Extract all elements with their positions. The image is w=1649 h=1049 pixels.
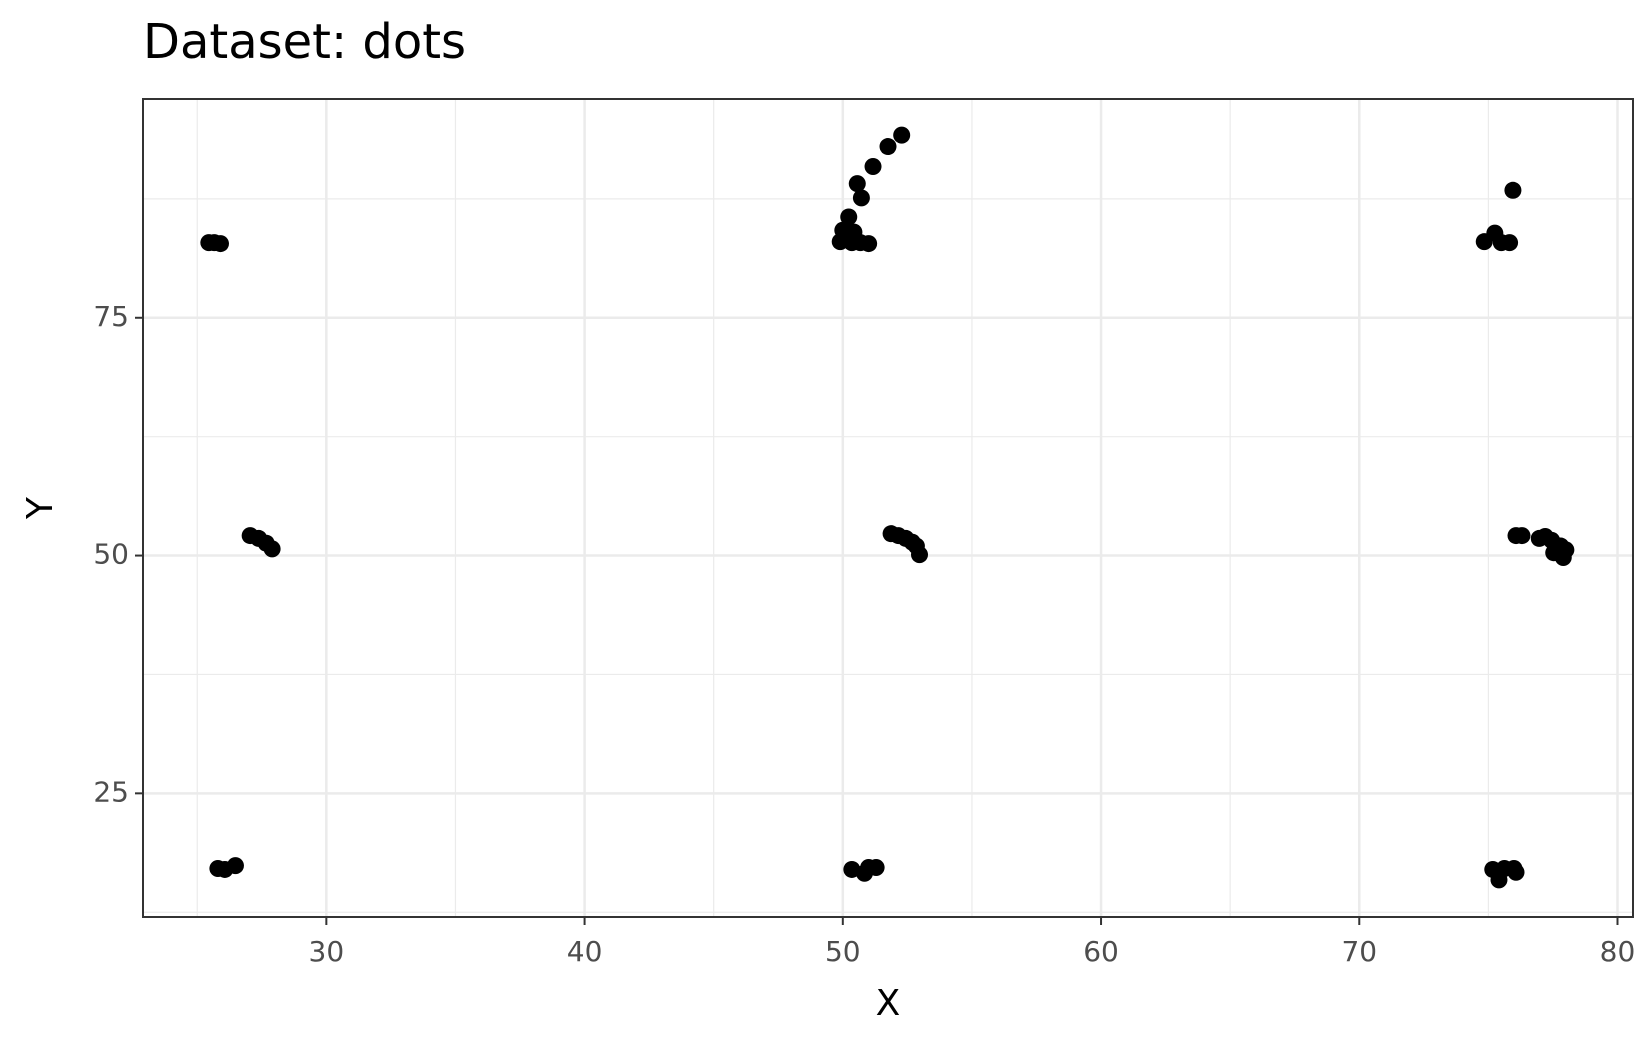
- x-tick-label: 60: [1083, 935, 1119, 968]
- x-axis-label: X: [876, 983, 901, 1024]
- point: [867, 859, 885, 877]
- point: [911, 546, 929, 564]
- point: [1513, 527, 1531, 545]
- panel-border: [142, 98, 1634, 918]
- point: [848, 175, 866, 193]
- y-tick-label: 75: [93, 300, 129, 333]
- y-axis-label: Y: [20, 496, 61, 520]
- y-tick-label: 50: [93, 538, 129, 571]
- x-tick-label: 70: [1341, 935, 1377, 968]
- point: [864, 158, 882, 176]
- point: [893, 126, 911, 144]
- x-tick-label: 80: [1600, 935, 1636, 968]
- x-tick-label: 40: [567, 935, 603, 968]
- point: [1507, 863, 1525, 881]
- point: [860, 235, 878, 253]
- point: [1557, 541, 1575, 559]
- point: [226, 857, 244, 875]
- point: [1504, 181, 1522, 199]
- point: [879, 138, 897, 156]
- point: [211, 235, 229, 253]
- y-tick-label: 25: [93, 775, 129, 808]
- point: [1501, 234, 1519, 252]
- point: [263, 540, 281, 558]
- point: [840, 208, 858, 226]
- chart-title: Dataset: dots: [143, 14, 466, 70]
- point: [852, 189, 870, 207]
- x-tick-label: 50: [825, 935, 861, 968]
- x-tick-label: 30: [309, 935, 345, 968]
